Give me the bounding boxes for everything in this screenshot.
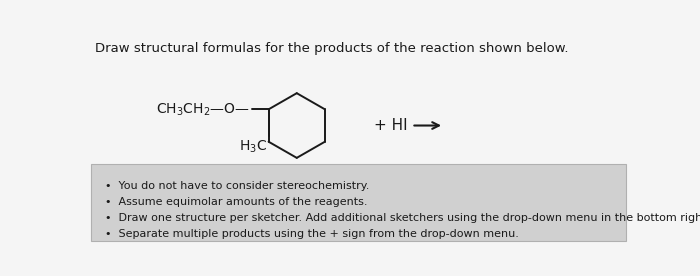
Text: •  Separate multiple products using the + sign from the drop-down menu.: • Separate multiple products using the +… (104, 229, 519, 240)
Text: Draw structural formulas for the products of the reaction shown below.: Draw structural formulas for the product… (95, 42, 568, 55)
Text: + HI: + HI (374, 118, 408, 133)
Text: •  Draw one structure per sketcher. Add additional sketchers using the drop-down: • Draw one structure per sketcher. Add a… (104, 213, 700, 223)
Text: H$_3$C: H$_3$C (239, 138, 267, 155)
Text: CH$_3$CH$_2$—O—: CH$_3$CH$_2$—O— (156, 101, 250, 118)
Bar (92, 164, 626, 241)
Text: •  You do not have to consider stereochemistry.: • You do not have to consider stereochem… (104, 181, 369, 191)
Text: •  Assume equimolar amounts of the reagents.: • Assume equimolar amounts of the reagen… (104, 197, 367, 207)
